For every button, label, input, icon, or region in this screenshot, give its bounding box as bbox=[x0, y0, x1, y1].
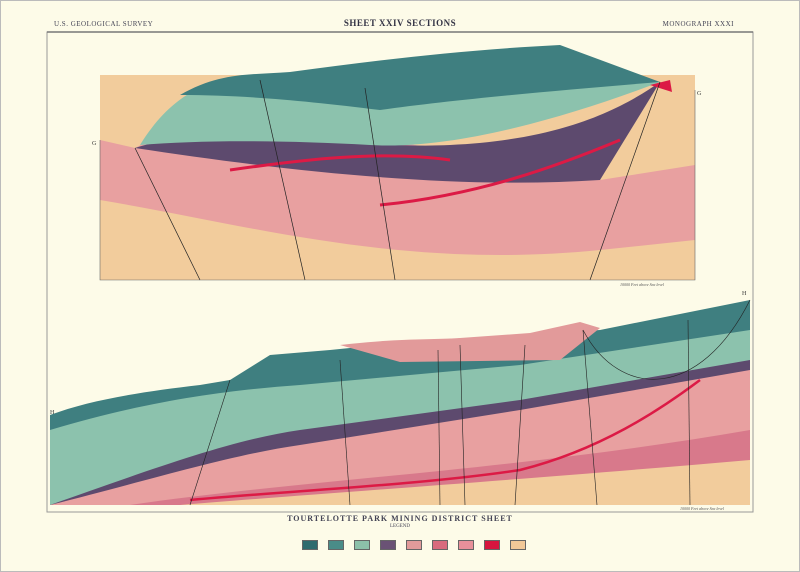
survey-label: U.S. GEOLOGICAL SURVEY bbox=[54, 20, 154, 28]
legend-swatch bbox=[432, 540, 448, 550]
legend-swatch bbox=[510, 540, 526, 550]
legend-swatch bbox=[302, 540, 318, 550]
svg-text:H: H bbox=[742, 291, 747, 297]
monograph-label: MONOGRAPH XXXI bbox=[662, 20, 734, 28]
legend-swatch bbox=[484, 540, 500, 550]
svg-text:G: G bbox=[92, 141, 97, 147]
section-h: H H bbox=[50, 291, 751, 506]
legend-title: LEGEND bbox=[390, 524, 410, 529]
legend-swatch bbox=[406, 540, 422, 550]
elevation-note-h: 10000 Feet above Sea level bbox=[680, 506, 724, 511]
legend-swatch bbox=[380, 540, 396, 550]
sheet-title: SHEET XXIV SECTIONS bbox=[343, 18, 457, 28]
legend-swatch bbox=[328, 540, 344, 550]
legend bbox=[302, 540, 526, 550]
district-title: TOURTELOTTE PARK MINING DISTRICT SHEET bbox=[287, 514, 513, 523]
elevation-note-g: 10000 Feet above Sea level bbox=[620, 282, 664, 287]
legend-swatch bbox=[354, 540, 370, 550]
svg-text:H: H bbox=[50, 410, 55, 416]
section-g: G G bbox=[92, 45, 702, 281]
svg-text:G: G bbox=[697, 91, 702, 97]
legend-swatch bbox=[458, 540, 474, 550]
